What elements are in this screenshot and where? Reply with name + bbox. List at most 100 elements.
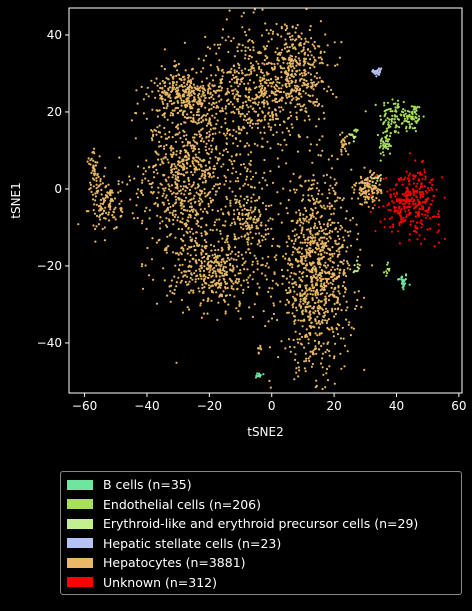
data-point [159,216,162,219]
data-point [305,275,308,278]
data-point [180,211,183,214]
data-point [333,200,337,203]
data-point [188,188,192,192]
data-point [336,63,339,66]
data-point [205,118,208,121]
data-point [389,125,392,128]
data-point [287,301,290,304]
data-point [146,86,149,89]
data-point [302,222,305,225]
data-point [217,67,220,70]
data-point [157,89,160,93]
data-point [364,198,367,201]
data-point [190,94,193,97]
data-point [190,86,194,90]
data-point [190,198,193,201]
data-point [255,374,258,377]
data-point [226,87,229,90]
data-point [429,227,432,230]
data-point [190,147,193,150]
data-point [334,239,337,242]
data-point [151,90,154,93]
data-point [183,193,186,196]
data-point [198,177,201,180]
data-point [218,187,221,190]
data-point [326,233,329,236]
data-point [257,62,260,65]
data-point [221,36,224,39]
data-point [286,32,289,35]
data-point [309,232,312,235]
data-point [409,220,412,223]
data-point [241,223,244,226]
data-point [374,182,378,185]
data-point [176,124,179,127]
data-point [234,88,237,91]
data-point [214,132,217,135]
data-point [321,193,324,196]
data-point [215,260,218,264]
data-point [214,255,217,258]
data-point [264,179,267,182]
data-point [181,202,184,205]
data-point [237,251,240,254]
data-point [216,119,219,122]
data-point [327,277,330,281]
data-point [220,272,224,275]
data-point [215,282,218,286]
data-point [299,294,302,298]
data-point [198,89,201,92]
data-point [330,268,333,271]
data-point [301,275,304,278]
data-point [334,191,337,194]
data-point [303,53,306,56]
legend-label: Endothelial cells (n=206) [103,496,261,512]
data-point [264,228,267,231]
data-point [175,198,178,201]
data-point [329,253,332,256]
data-point [236,93,239,96]
data-point [198,130,201,133]
data-point [242,184,245,187]
data-point [187,179,190,183]
data-point [295,115,298,119]
data-point [393,192,396,195]
data-point [330,205,334,208]
data-point [224,93,227,96]
data-point [145,117,148,120]
data-point [181,239,184,242]
data-point [312,215,315,218]
data-point [244,144,247,148]
data-point [269,81,272,85]
data-point [243,57,247,60]
data-point [100,206,103,209]
data-point [369,169,372,172]
data-point [291,229,294,233]
data-point [186,219,189,222]
data-point [182,99,185,102]
data-point [326,205,329,208]
data-point [231,103,234,106]
data-point [301,84,304,87]
data-point [418,117,421,121]
data-point [234,180,237,183]
data-point [294,81,297,84]
data-point [432,194,435,197]
data-point [183,270,186,273]
data-point [320,275,323,278]
data-point [260,221,263,224]
data-point [248,54,251,58]
data-point [281,56,284,59]
data-point [197,96,200,99]
data-point [205,124,208,127]
data-point [261,71,264,74]
data-point [186,252,189,255]
data-point [252,193,255,196]
data-point [285,127,289,130]
data-point [367,193,371,196]
data-point [239,302,242,305]
data-point [292,251,295,254]
data-point [280,268,284,272]
data-point [380,139,383,142]
data-point [290,220,293,223]
